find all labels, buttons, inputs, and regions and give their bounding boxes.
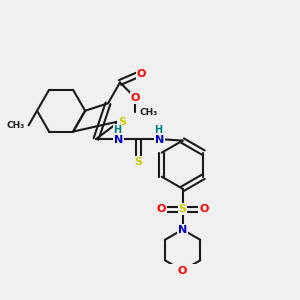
Text: O: O	[130, 93, 140, 103]
Text: S: S	[134, 157, 142, 167]
Text: H: H	[154, 125, 163, 135]
Text: CH₃: CH₃	[139, 108, 157, 117]
Text: S: S	[118, 117, 126, 127]
Text: H: H	[114, 125, 122, 135]
Text: O: O	[178, 266, 187, 275]
Text: O: O	[199, 204, 208, 214]
Text: O: O	[136, 69, 146, 80]
Text: CH₃: CH₃	[7, 121, 25, 130]
Text: N: N	[114, 135, 123, 145]
Text: O: O	[157, 204, 166, 214]
Text: N: N	[154, 135, 164, 145]
Text: S: S	[178, 204, 187, 214]
Text: N: N	[178, 225, 187, 235]
